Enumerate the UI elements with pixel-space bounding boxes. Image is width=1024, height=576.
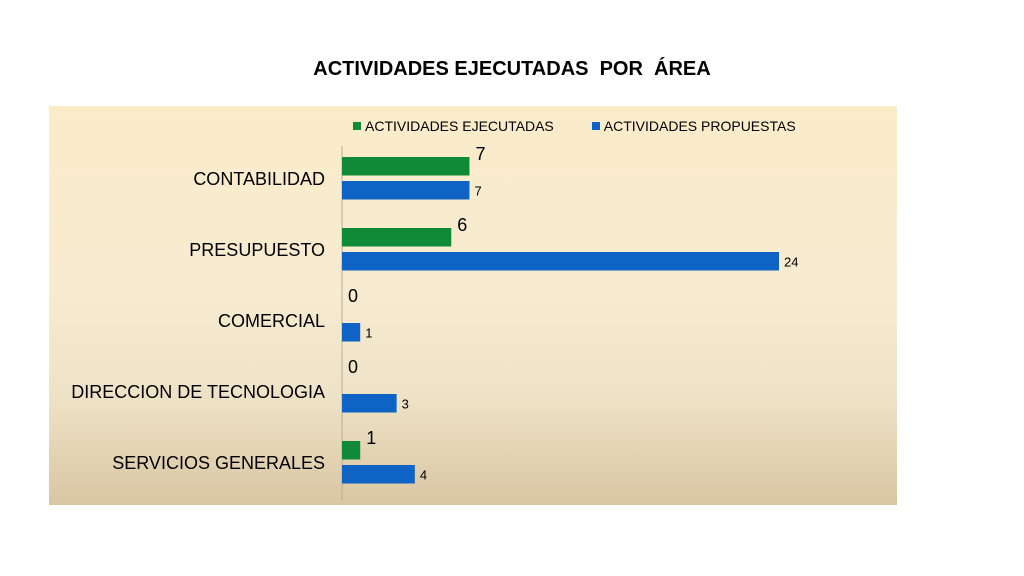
chart-title: ACTIVIDADES EJECUTADAS POR ÁREA — [313, 58, 711, 80]
bar-propuestas-direccion-de-tecnologia — [342, 394, 397, 413]
category-label-servicios-generales: SERVICIOS GENERALES — [112, 453, 325, 473]
bar-ejecutadas-servicios-generales — [342, 441, 361, 460]
legend: ACTIVIDADES EJECUTADAS ACTIVIDADES PROPU… — [353, 118, 834, 134]
bar-propuestas-contabilidad — [342, 181, 470, 200]
bar-ejecutadas-contabilidad — [342, 157, 470, 176]
data-label-ejecutadas-direccion-de-tecnologia: 0 — [348, 357, 358, 377]
data-label-propuestas-presupuesto: 24 — [784, 254, 798, 269]
legend-swatch-ejecutadas — [353, 122, 361, 130]
legend-item-propuestas: ACTIVIDADES PROPUESTAS — [591, 118, 796, 134]
category-label-comercial: COMERCIAL — [218, 311, 325, 331]
data-label-propuestas-direccion-de-tecnologia: 3 — [402, 396, 409, 411]
category-label-presupuesto: PRESUPUESTO — [189, 240, 325, 260]
category-label-direccion-de-tecnologia: DIRECCION DE TECNOLOGIA — [71, 382, 325, 402]
data-label-propuestas-servicios-generales: 4 — [420, 467, 427, 482]
bar-propuestas-comercial — [342, 323, 361, 342]
data-label-ejecutadas-presupuesto: 6 — [457, 215, 467, 235]
legend-item-ejecutadas: ACTIVIDADES EJECUTADAS — [353, 118, 554, 134]
plot-area-background — [49, 106, 897, 505]
legend-label-ejecutadas: ACTIVIDADES EJECUTADAS — [365, 118, 554, 134]
data-label-propuestas-comercial: 1 — [365, 325, 372, 340]
category-label-contabilidad: CONTABILIDAD — [193, 169, 325, 189]
data-label-ejecutadas-servicios-generales: 1 — [366, 428, 376, 448]
bar-ejecutadas-presupuesto — [342, 228, 452, 247]
data-label-ejecutadas-contabilidad: 7 — [475, 144, 485, 164]
legend-label-propuestas: ACTIVIDADES PROPUESTAS — [603, 118, 796, 134]
bar-propuestas-presupuesto — [342, 252, 779, 271]
legend-swatch-propuestas — [591, 122, 600, 130]
bar-propuestas-servicios-generales — [342, 465, 415, 484]
data-label-propuestas-contabilidad: 7 — [474, 183, 481, 198]
data-label-ejecutadas-comercial: 0 — [348, 286, 358, 306]
